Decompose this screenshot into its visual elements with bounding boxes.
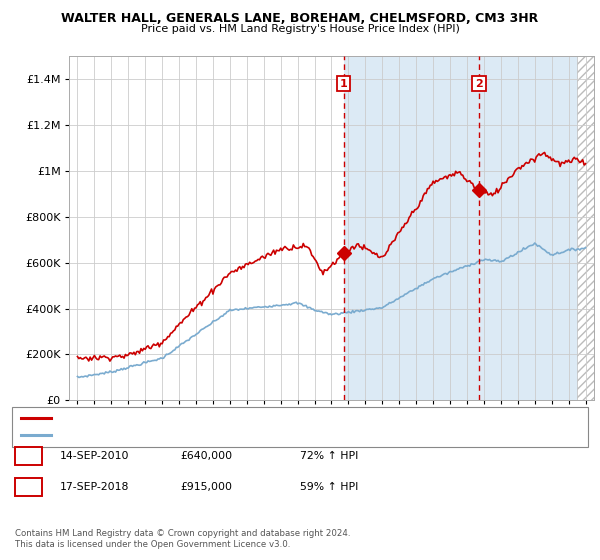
Text: £640,000: £640,000 xyxy=(180,451,232,461)
Text: 1: 1 xyxy=(340,78,347,88)
Text: £915,000: £915,000 xyxy=(180,482,232,492)
Text: 72% ↑ HPI: 72% ↑ HPI xyxy=(300,451,358,461)
Bar xyxy=(577,56,594,400)
Text: 1: 1 xyxy=(25,450,32,463)
Text: 2: 2 xyxy=(25,480,32,494)
Text: WALTER HALL, GENERALS LANE, BOREHAM, CHELMSFORD, CM3 3HR (detached house): WALTER HALL, GENERALS LANE, BOREHAM, CHE… xyxy=(57,413,467,422)
Text: 59% ↑ HPI: 59% ↑ HPI xyxy=(300,482,358,492)
Text: Price paid vs. HM Land Registry's House Price Index (HPI): Price paid vs. HM Land Registry's House … xyxy=(140,24,460,34)
Text: Contains HM Land Registry data © Crown copyright and database right 2024.: Contains HM Land Registry data © Crown c… xyxy=(15,529,350,538)
Text: HPI: Average price, detached house, Chelmsford: HPI: Average price, detached house, Chel… xyxy=(57,430,287,439)
Text: 2: 2 xyxy=(475,78,483,88)
Text: WALTER HALL, GENERALS LANE, BOREHAM, CHELMSFORD, CM3 3HR: WALTER HALL, GENERALS LANE, BOREHAM, CHE… xyxy=(61,12,539,25)
Text: 17-SEP-2018: 17-SEP-2018 xyxy=(60,482,130,492)
Text: This data is licensed under the Open Government Licence v3.0.: This data is licensed under the Open Gov… xyxy=(15,540,290,549)
Text: 14-SEP-2010: 14-SEP-2010 xyxy=(60,451,130,461)
Bar xyxy=(344,56,594,400)
